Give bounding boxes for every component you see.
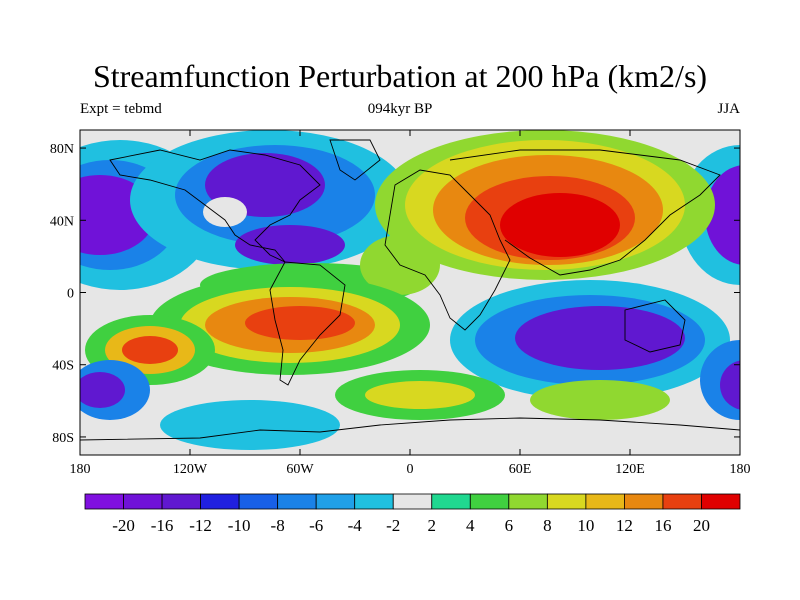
colorbar-label: -6 — [309, 516, 323, 535]
y-tick-label: 80N — [50, 142, 74, 157]
colorbar-swatch — [392, 493, 433, 510]
africa-europe-coast — [384, 169, 511, 331]
colorbar-swatch — [624, 493, 664, 510]
colorbar-label: 8 — [543, 516, 552, 535]
antarctica-coast — [80, 417, 740, 441]
north-america-coast — [109, 149, 321, 263]
colorbar-label: 2 — [428, 516, 437, 535]
southern-ocean-band-core — [365, 381, 475, 409]
colorbar-swatch — [354, 493, 394, 510]
colorbar-swatch — [546, 493, 587, 510]
colorbar-label: -12 — [189, 516, 212, 535]
south-west-low-core — [80, 372, 125, 408]
x-tick-label: 180 — [730, 462, 751, 477]
colorbar-label: 16 — [654, 516, 671, 535]
colorbar-swatch — [123, 493, 163, 510]
colorbar-label: -16 — [151, 516, 174, 535]
colorbar-swatch — [238, 493, 279, 510]
colorbar-label: -2 — [386, 516, 400, 535]
season-label: JJA — [717, 101, 740, 117]
longitude-axis: 180 120W 60W 0 60E 120E 180 — [70, 130, 751, 477]
contour-fields — [80, 130, 740, 450]
south-pacific-high-core — [122, 336, 178, 364]
colorbar-swatch — [200, 493, 240, 510]
colorbar-swatch — [161, 493, 201, 510]
indian-ocean-low-core — [515, 306, 685, 370]
colorbar-swatch — [662, 493, 702, 510]
asia-coast — [449, 149, 721, 276]
chart-title: Streamfunction Perturbation at 200 hPa (… — [92, 58, 708, 94]
y-tick-label: 40S — [52, 359, 74, 374]
south-america-high-core — [245, 306, 355, 340]
colorbar-swatch — [585, 493, 625, 510]
far-east-low-core — [720, 360, 740, 410]
colorbar-label: 20 — [693, 516, 710, 535]
x-tick-label: 60E — [509, 462, 532, 477]
experiment-label: Expt = tebmd — [80, 101, 162, 117]
x-tick-label: 0 — [407, 462, 414, 477]
australia-coast — [624, 299, 686, 353]
coastlines — [80, 139, 740, 441]
colorbar-swatch — [469, 493, 510, 510]
x-tick-label: 60W — [286, 462, 314, 477]
colorbar-label: -10 — [228, 516, 251, 535]
antarctic-low — [160, 400, 340, 450]
colorbar-label: 4 — [466, 516, 475, 535]
colorbar-label: -4 — [348, 516, 363, 535]
north-america-gap — [203, 197, 247, 227]
gulf-low — [235, 225, 345, 265]
greenland-coast — [329, 139, 381, 181]
north-pacific-low-east-core — [705, 165, 740, 265]
latitude-axis: 80N 40N 0 40S 80S — [50, 142, 740, 446]
colorbar: -20 -16 -12 -10 -8 -6 -4 -2 2 4 6 8 10 12 16 20 — [84, 493, 741, 535]
y-tick-label: 80S — [52, 431, 74, 446]
asia-high-core — [500, 193, 620, 257]
colorbar-swatch — [277, 493, 317, 510]
y-tick-label: 0 — [67, 287, 74, 302]
colorbar-swatch — [701, 493, 741, 510]
x-tick-label: 120W — [173, 462, 208, 477]
y-tick-label: 40N — [50, 214, 74, 229]
colorbar-label: 10 — [577, 516, 594, 535]
period-label: 094kyr BP — [367, 101, 433, 117]
colorbar-label: 6 — [505, 516, 514, 535]
colorbar-swatch — [315, 493, 356, 510]
x-tick-label: 180 — [70, 462, 91, 477]
colorbar-swatch — [431, 493, 471, 510]
colorbar-label: 12 — [616, 516, 633, 535]
south-america-coast — [269, 261, 346, 386]
colorbar-swatch — [84, 493, 124, 510]
southern-ocean-band-east — [530, 380, 670, 420]
x-tick-label: 120E — [615, 462, 645, 477]
colorbar-swatch — [508, 493, 548, 510]
colorbar-label: -20 — [112, 516, 135, 535]
colorbar-label: -8 — [271, 516, 285, 535]
